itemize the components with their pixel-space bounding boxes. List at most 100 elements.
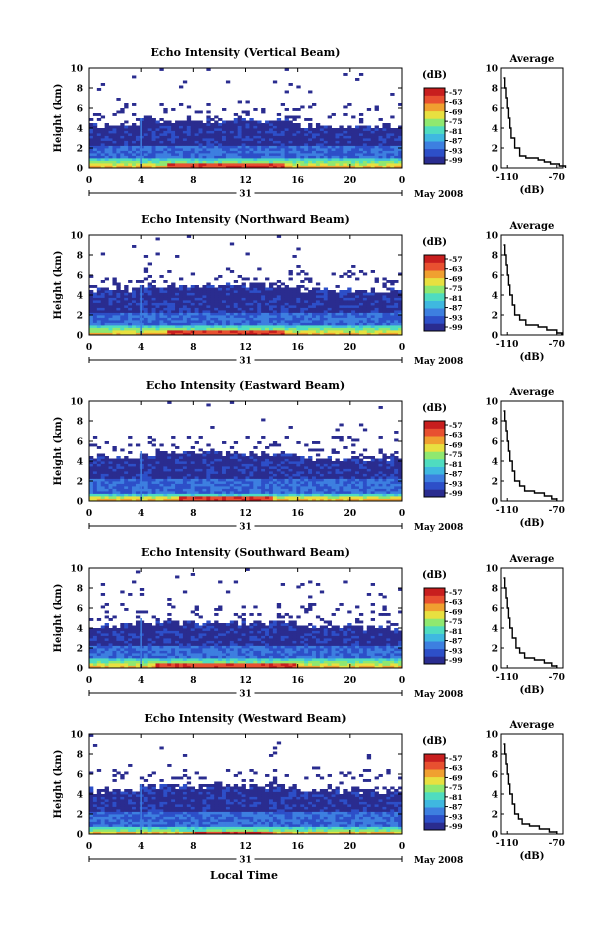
heatmap-cell bbox=[202, 133, 207, 136]
heatmap-cell bbox=[339, 486, 344, 489]
heatmap-cell bbox=[159, 300, 164, 303]
average-y-tick-label: 10 bbox=[485, 232, 498, 242]
heatmap-cell bbox=[245, 297, 250, 301]
heatmap-cell bbox=[194, 160, 199, 164]
heatmap-cell bbox=[315, 327, 321, 331]
heatmap-cell bbox=[128, 332, 133, 336]
heatmap-cell bbox=[202, 463, 207, 467]
heatmap-cell bbox=[245, 486, 250, 489]
heatmap-cell bbox=[374, 280, 379, 283]
heatmap-cell bbox=[241, 468, 246, 472]
heatmap-cell bbox=[323, 133, 329, 136]
heatmap-cell bbox=[378, 461, 383, 464]
heatmap-cell bbox=[96, 483, 102, 487]
heatmap-cell bbox=[124, 488, 129, 492]
heatmap-cell bbox=[163, 158, 168, 161]
heatmap-cell bbox=[284, 115, 289, 119]
heatmap-cell bbox=[171, 302, 176, 306]
heatmap-cell bbox=[268, 128, 274, 131]
heatmap-cell bbox=[96, 135, 102, 139]
heatmap-cell bbox=[147, 165, 152, 169]
heatmap-cell bbox=[222, 315, 227, 318]
x-tick-label: 0 bbox=[86, 176, 92, 186]
x-tick-label: 16 bbox=[291, 176, 304, 186]
heatmap-cell bbox=[104, 471, 109, 474]
heatmap-cell bbox=[163, 130, 168, 134]
heatmap-cell bbox=[89, 660, 94, 664]
heatmap-cell bbox=[312, 461, 317, 464]
heatmap-cell bbox=[394, 332, 399, 336]
heatmap-cell bbox=[351, 297, 356, 301]
heatmap-cell bbox=[108, 310, 113, 313]
heatmap-cell bbox=[308, 123, 313, 126]
heatmap-cell bbox=[308, 155, 313, 159]
heatmap-cell bbox=[143, 128, 149, 131]
heatmap-cell bbox=[378, 448, 383, 452]
heatmap-cell bbox=[327, 130, 332, 134]
heatmap-cell bbox=[358, 297, 364, 301]
heatmap-cell bbox=[159, 453, 164, 457]
heatmap-cell bbox=[370, 466, 376, 469]
heatmap-cell bbox=[355, 473, 360, 477]
heatmap-cell bbox=[257, 312, 262, 316]
heatmap-cell bbox=[120, 471, 125, 474]
heatmap-cell bbox=[159, 481, 164, 484]
heatmap-cell bbox=[120, 458, 125, 462]
heatmap-cell bbox=[120, 322, 125, 326]
heatmap-cell bbox=[394, 138, 399, 141]
heatmap-cell bbox=[139, 332, 145, 336]
heatmap-cell bbox=[178, 140, 184, 144]
heatmap-cell bbox=[288, 292, 293, 296]
heatmap-cell bbox=[327, 476, 332, 479]
heatmap-cell bbox=[292, 295, 297, 298]
heatmap-cell bbox=[398, 292, 403, 296]
heatmap-cell bbox=[362, 322, 368, 326]
heatmap-cell bbox=[222, 325, 227, 328]
heatmap-cell bbox=[229, 466, 235, 469]
heatmap-cell bbox=[245, 491, 250, 494]
heatmap-cell bbox=[218, 140, 223, 144]
heatmap-cell bbox=[288, 463, 293, 467]
heatmap-cell bbox=[284, 315, 289, 318]
heatmap-cell bbox=[323, 290, 329, 293]
heatmap-cell bbox=[139, 120, 145, 124]
heatmap-cell bbox=[327, 310, 332, 313]
heatmap-cell bbox=[366, 300, 372, 303]
heatmap-cell bbox=[128, 135, 133, 139]
heatmap-cell bbox=[362, 302, 368, 306]
heatmap-cell bbox=[214, 451, 219, 454]
heatmap-cell bbox=[296, 327, 301, 331]
heatmap-cell bbox=[300, 302, 305, 306]
heatmap-cell bbox=[206, 322, 211, 326]
heatmap-cell bbox=[335, 471, 340, 474]
heatmap-cell bbox=[218, 163, 223, 166]
heatmap-cell bbox=[355, 78, 360, 81]
heatmap-cell bbox=[100, 300, 106, 303]
heatmap-cell bbox=[335, 138, 340, 141]
heatmap-cell bbox=[186, 158, 192, 161]
heatmap-cell bbox=[132, 138, 137, 141]
heatmap-cell bbox=[182, 305, 188, 308]
colorbar-tick-label: -57 bbox=[449, 88, 463, 97]
heatmap-cell bbox=[167, 453, 172, 457]
heatmap-cell bbox=[358, 140, 364, 144]
heatmap-cell bbox=[124, 307, 129, 311]
heatmap-cell bbox=[178, 153, 184, 156]
heatmap-cell bbox=[394, 295, 399, 298]
heatmap-cell bbox=[339, 145, 344, 149]
heatmap-cell bbox=[366, 486, 372, 489]
heatmap-cell bbox=[218, 123, 223, 126]
heatmap-cell bbox=[96, 307, 102, 311]
heatmap-cell bbox=[261, 312, 266, 316]
heatmap-cell bbox=[104, 140, 109, 144]
heatmap-cell bbox=[229, 317, 235, 321]
heatmap-cell bbox=[202, 160, 207, 164]
heatmap-cell bbox=[300, 280, 305, 283]
heatmap-cell bbox=[139, 290, 145, 293]
heatmap-cell bbox=[198, 315, 203, 318]
heatmap-cell bbox=[225, 325, 231, 328]
heatmap-cell bbox=[280, 322, 286, 326]
heatmap-cell bbox=[272, 158, 278, 161]
heatmap-cell bbox=[249, 330, 254, 333]
heatmap-cell bbox=[249, 138, 254, 141]
